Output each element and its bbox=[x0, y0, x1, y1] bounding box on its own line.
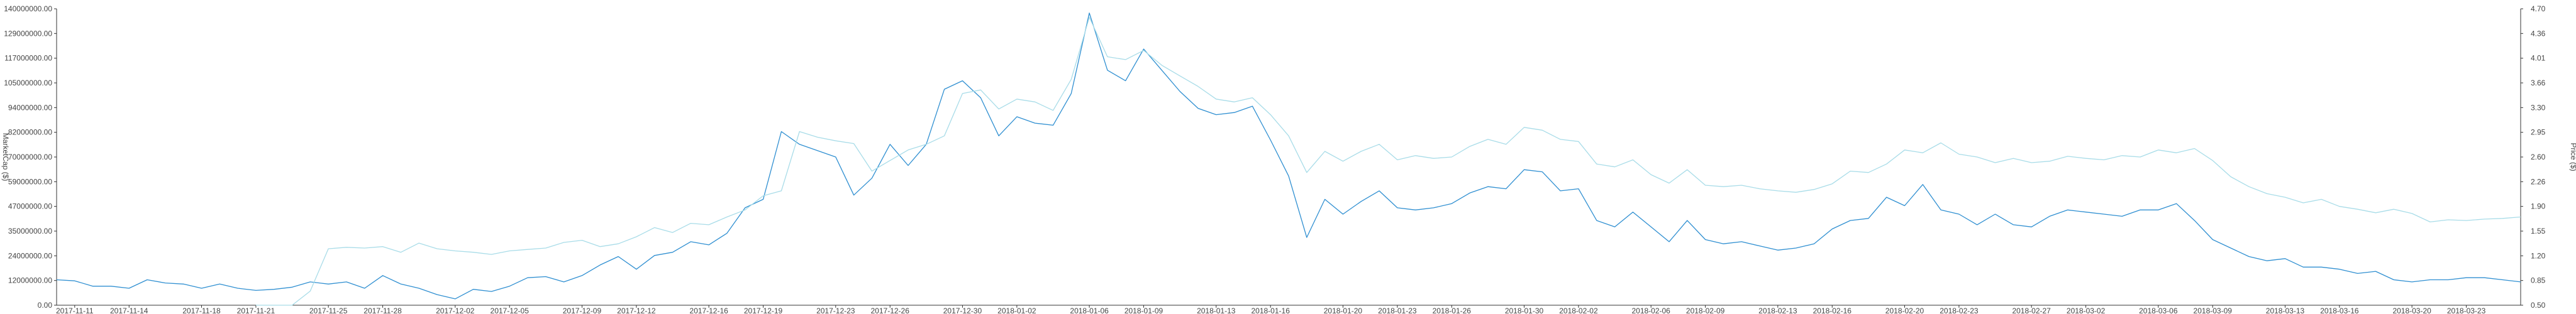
y-axis-right-title: Price ($) bbox=[2569, 143, 2576, 171]
x-tick-label: 2017-12-12 bbox=[617, 306, 656, 314]
x-tick-label: 2017-12-26 bbox=[871, 306, 910, 314]
x-tick-label: 2018-01-23 bbox=[1378, 306, 1417, 314]
y-right-tick-label: 4.36 bbox=[2531, 29, 2546, 38]
x-tick-label: 2017-11-25 bbox=[309, 306, 348, 314]
y-left-tick-label: 35000000.00 bbox=[8, 227, 52, 236]
y-right-tick-label: 3.66 bbox=[2531, 78, 2546, 87]
x-tick-label: 2018-01-13 bbox=[1197, 306, 1236, 314]
x-tick-label: 2018-01-16 bbox=[1251, 306, 1290, 314]
y-right-tick-label: 1.20 bbox=[2531, 251, 2546, 260]
x-tick-label: 2018-02-13 bbox=[1758, 306, 1797, 314]
x-tick-label: 2017-12-23 bbox=[816, 306, 855, 314]
x-tick-label: 2018-03-06 bbox=[2139, 306, 2178, 314]
y-right-tick-label: 4.70 bbox=[2531, 4, 2546, 13]
x-tick-label: 2018-02-23 bbox=[1940, 306, 1979, 314]
y-left-tick-label: 82000000.00 bbox=[8, 128, 52, 137]
x-tick-label: 2017-11-14 bbox=[110, 306, 148, 314]
y-left-tick-label: 129000000.00 bbox=[4, 29, 52, 38]
y-left-tick-label: 47000000.00 bbox=[8, 202, 52, 211]
x-tick-label: 2017-11-11 bbox=[56, 306, 94, 314]
x-tick-label: 2017-12-30 bbox=[943, 306, 982, 314]
x-tick-label: 2018-01-26 bbox=[1433, 306, 1472, 314]
x-tick-label: 2018-01-20 bbox=[1324, 306, 1363, 314]
y-right-tick-label: 2.60 bbox=[2531, 153, 2546, 161]
ticks: 0.00 12000000.00 24000000.00 35000000.00 470… bbox=[4, 4, 2545, 314]
x-tick-label: 2018-02-09 bbox=[1686, 306, 1725, 314]
x-tick-label: 2017-12-19 bbox=[744, 306, 783, 314]
x-tick-label: 2017-12-16 bbox=[689, 306, 728, 314]
y-left-tick-label: 12000000.00 bbox=[8, 276, 52, 285]
x-tick-label: 2018-03-13 bbox=[2266, 306, 2305, 314]
y-left-tick-label: 105000000.00 bbox=[4, 78, 52, 87]
x-tick-label: 2017-11-21 bbox=[237, 306, 275, 314]
x-tick-label: 2018-03-16 bbox=[2320, 306, 2359, 314]
x-tick-label: 2018-02-16 bbox=[1813, 306, 1852, 314]
x-tick-label: 2018-02-02 bbox=[1559, 306, 1598, 314]
y-left-tick-label: 117000000.00 bbox=[4, 54, 52, 63]
y-right-tick-label: 3.30 bbox=[2531, 103, 2546, 112]
x-tick-label: 2018-02-20 bbox=[1885, 306, 1924, 314]
x-tick-label: 2018-02-27 bbox=[2012, 306, 2051, 314]
x-tick-label: 2018-03-20 bbox=[2392, 306, 2431, 314]
y-left-tick-label: 70000000.00 bbox=[8, 153, 52, 161]
y-right-tick-label: 2.95 bbox=[2531, 128, 2546, 137]
y-right-tick-label: 1.55 bbox=[2531, 227, 2546, 236]
x-tick-label: 2018-03-09 bbox=[2194, 306, 2233, 314]
x-tick-label: 2018-01-30 bbox=[1505, 306, 1544, 314]
y-right-tick-label: 1.90 bbox=[2531, 202, 2546, 211]
series-lines bbox=[56, 13, 2521, 306]
x-tick-label: 2018-03-02 bbox=[2067, 306, 2106, 314]
y-right-tick-label: 0.50 bbox=[2531, 301, 2546, 310]
y-left-tick-label: 59000000.00 bbox=[8, 177, 52, 186]
y-axis-left-title: MarketCap ($) bbox=[1, 133, 10, 181]
x-tick-label: 2018-03-23 bbox=[2447, 306, 2486, 314]
x-tick-label: 2018-02-06 bbox=[1631, 306, 1670, 314]
y-left-tick-label: 24000000.00 bbox=[8, 251, 52, 260]
x-tick-label: 2017-11-18 bbox=[182, 306, 221, 314]
x-tick-label: 2017-12-05 bbox=[491, 306, 530, 314]
y-left-tick-label: 0.00 bbox=[38, 301, 53, 310]
marketcap-series-line bbox=[56, 13, 2521, 300]
x-tick-label: 2018-01-09 bbox=[1124, 306, 1163, 314]
x-tick-label: 2017-12-02 bbox=[436, 306, 475, 314]
x-tick-label: 2018-01-02 bbox=[997, 306, 1036, 314]
axes bbox=[56, 9, 2521, 306]
y-right-tick-label: 0.85 bbox=[2531, 276, 2546, 285]
x-tick-label: 2017-11-28 bbox=[364, 306, 402, 314]
y-right-tick-label: 4.01 bbox=[2531, 54, 2546, 63]
y-left-tick-label: 94000000.00 bbox=[8, 103, 52, 112]
y-right-tick-label: 2.26 bbox=[2531, 177, 2546, 186]
x-tick-label: 2018-01-06 bbox=[1070, 306, 1109, 314]
price-series-line bbox=[255, 16, 2521, 306]
x-tick-label: 2017-12-09 bbox=[563, 306, 602, 314]
y-left-tick-label: 140000000.00 bbox=[4, 4, 52, 13]
